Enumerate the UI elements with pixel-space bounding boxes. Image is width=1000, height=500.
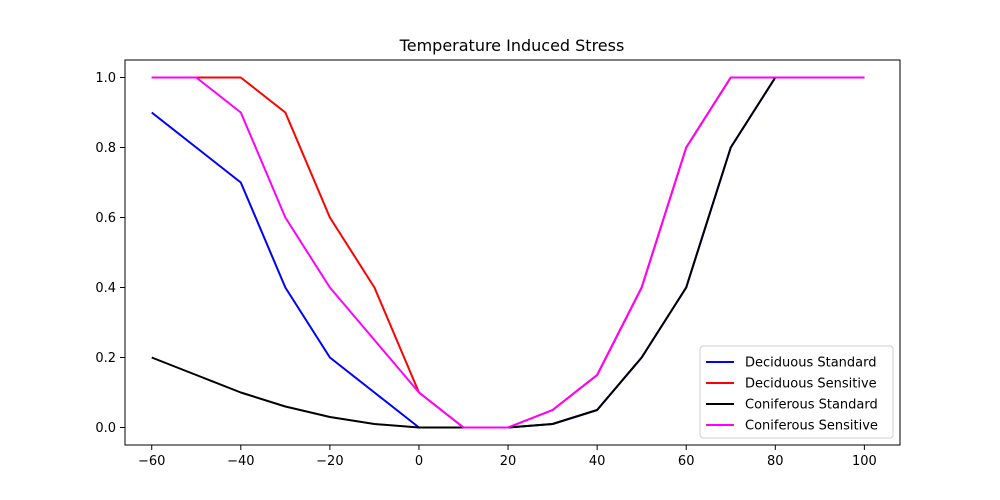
axes <box>124 59 901 446</box>
legend-label-deciduous-sensitive: Deciduous Sensitive <box>745 377 877 392</box>
legend-label-coniferous-sensitive: Coniferous Sensitive <box>745 419 878 434</box>
x-tick-label: 100 <box>852 454 877 469</box>
y-tick-label: 0.8 <box>95 141 116 156</box>
x-axis: −60 −40 −20 0 20 40 60 80 100 <box>138 445 877 469</box>
y-tick-label: 0.6 <box>95 211 116 226</box>
x-tick-label: −40 <box>227 454 254 469</box>
y-tick-label: 0.4 <box>95 281 116 296</box>
y-tick-label: 0.0 <box>95 421 116 436</box>
legend-box <box>699 345 894 439</box>
y-axis: 0.0 0.2 0.4 0.6 0.8 1.0 <box>95 71 125 436</box>
x-tick-label: 80 <box>767 454 784 469</box>
x-tick-label: −20 <box>316 454 343 469</box>
x-tick-label: 0 <box>415 454 423 469</box>
x-tick-label: −60 <box>138 454 165 469</box>
x-tick-label: 60 <box>678 454 695 469</box>
legend: Deciduous Standard Deciduous Sensitive Con… <box>699 345 894 439</box>
legend-label-deciduous-standard: Deciduous Standard <box>745 356 877 371</box>
y-tick-label: 1.0 <box>95 71 116 86</box>
series-line-coniferous-sensitive <box>151 76 865 429</box>
legend-label-coniferous-standard: Coniferous Standard <box>745 398 878 413</box>
series-lines <box>151 76 865 429</box>
plot-frame <box>124 59 901 446</box>
y-tick-label: 0.2 <box>95 351 116 366</box>
x-tick-label: 40 <box>589 454 606 469</box>
x-tick-label: 20 <box>500 454 517 469</box>
chart-title: Temperature Induced Stress <box>399 36 625 55</box>
